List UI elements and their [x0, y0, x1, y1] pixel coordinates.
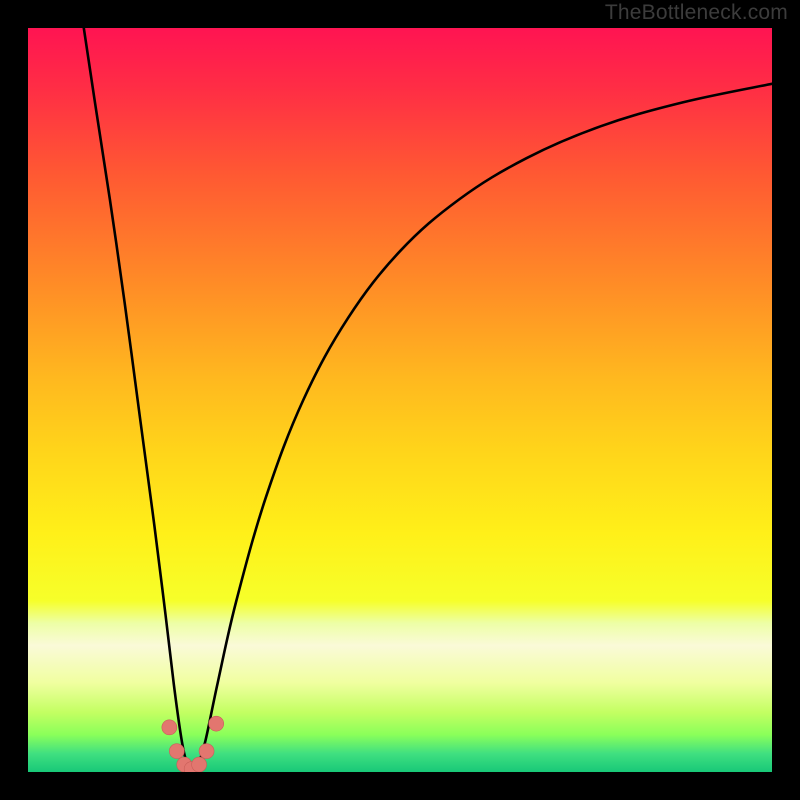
chart-container: TheBottleneck.com — [0, 0, 800, 800]
bottleneck-curve-chart — [0, 0, 800, 800]
watermark-label: TheBottleneck.com — [605, 1, 788, 25]
